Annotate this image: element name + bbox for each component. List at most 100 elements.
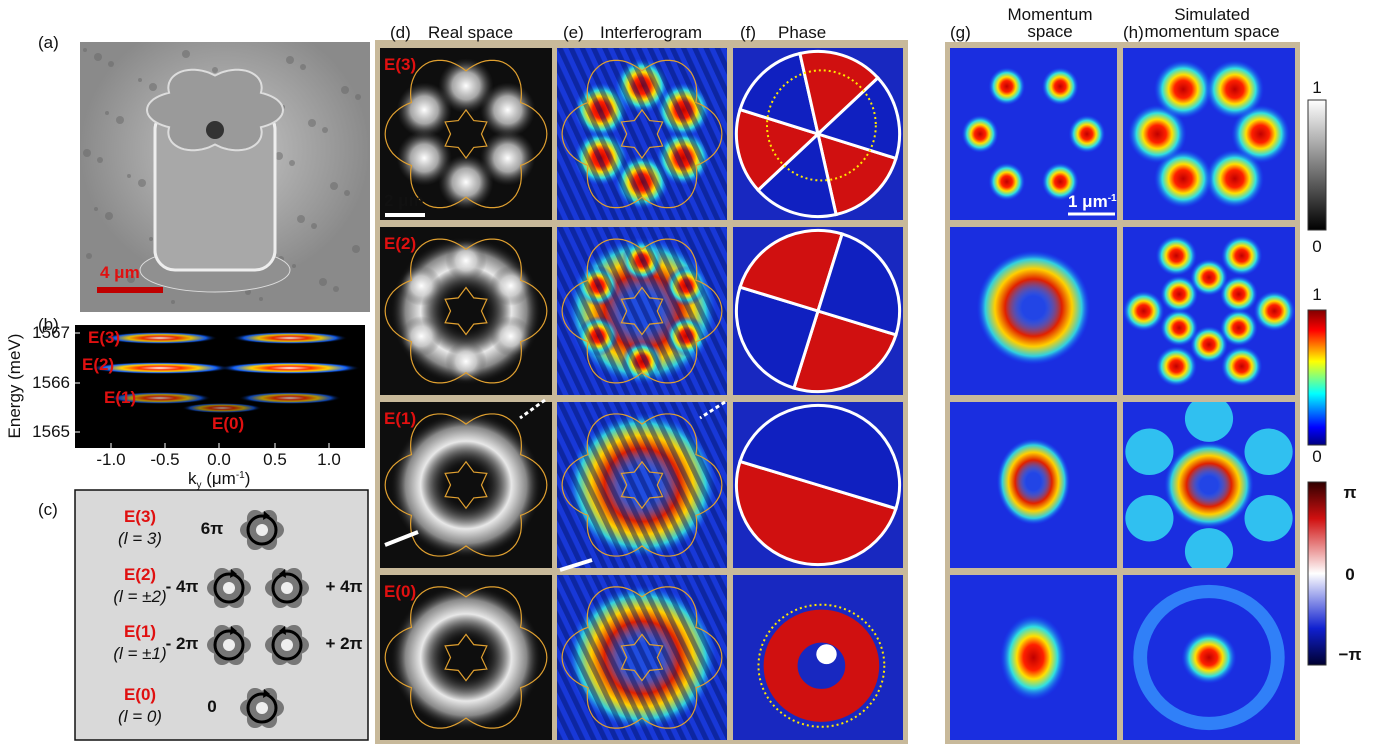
band xyxy=(182,403,262,413)
sem-speck xyxy=(308,119,316,127)
icon-arrow xyxy=(263,689,270,698)
intensity-blob xyxy=(445,341,487,382)
sem-speck xyxy=(127,275,135,283)
hole-outline xyxy=(621,462,662,508)
charge-label: (l = 0) xyxy=(118,707,162,726)
hole-outline xyxy=(621,287,662,334)
mode-label: E(0) xyxy=(212,414,244,433)
phase-wedge xyxy=(740,405,900,508)
intensity-blob xyxy=(1219,309,1258,347)
image-cell xyxy=(380,227,552,395)
sem-speck xyxy=(116,116,124,124)
intensity-blob xyxy=(1153,149,1213,208)
image-cell xyxy=(1123,402,1295,568)
colorbar xyxy=(1307,309,1327,446)
intensity-blob xyxy=(1253,290,1295,332)
column-title: Simulated xyxy=(1174,5,1250,24)
band xyxy=(108,392,212,404)
intensity-blob xyxy=(400,316,442,357)
intensity-blob xyxy=(1244,428,1293,476)
phase-core xyxy=(816,644,837,665)
sem-speck xyxy=(97,157,103,163)
intensity-ring xyxy=(996,438,1071,525)
topological-charge: + 4π xyxy=(325,577,362,596)
phase-ring xyxy=(763,609,880,722)
image-cell xyxy=(950,575,1117,740)
x-axis-label: ky (μm-1) xyxy=(188,469,250,491)
colorbar-label: 1 xyxy=(1312,78,1321,97)
sem-speck xyxy=(149,83,157,91)
y-tick-label: 1567 xyxy=(32,323,70,342)
topological-charge: 0 xyxy=(207,697,216,716)
intensity-blob xyxy=(1160,309,1199,347)
intensity-blob xyxy=(490,316,532,357)
arrow xyxy=(559,558,593,572)
pillar-outline xyxy=(562,60,722,207)
x-tick-label: 0.0 xyxy=(207,450,231,469)
column-title: Interferogram xyxy=(600,23,702,42)
intensity-blob xyxy=(1041,67,1079,106)
intensity-blob xyxy=(480,82,536,138)
intensity-blob xyxy=(1219,275,1258,313)
image-cell xyxy=(1123,575,1295,740)
charge-label: (l = ±2) xyxy=(113,587,166,606)
pillar-outline xyxy=(385,239,547,383)
panel-label: (e) xyxy=(563,23,584,42)
image-cell xyxy=(557,227,727,395)
image-cell xyxy=(950,48,1117,220)
phase-wedge xyxy=(740,230,842,311)
intensity-blob xyxy=(438,154,494,210)
hole-outline xyxy=(621,634,662,680)
topological-charge: + 2π xyxy=(325,634,362,653)
intensity-blob xyxy=(1155,235,1197,276)
hole-outline xyxy=(445,110,487,158)
hole-outline xyxy=(445,634,487,680)
mode-label: E(3) xyxy=(88,328,120,347)
phase-wedge xyxy=(818,134,896,215)
spectrum xyxy=(75,325,365,448)
icon-arrow xyxy=(230,626,237,635)
icon-arrow xyxy=(279,626,286,635)
image-cell xyxy=(950,402,1117,568)
intensity-blob xyxy=(1155,346,1197,387)
guide-circle xyxy=(759,605,885,727)
pillar-top xyxy=(145,68,285,152)
icon-vortex xyxy=(271,572,303,604)
band xyxy=(89,362,231,374)
unit: (μm xyxy=(202,469,236,488)
y-tick-label: 1565 xyxy=(32,422,70,441)
panel-label: (d) xyxy=(390,23,411,42)
intensity-blob xyxy=(1153,60,1213,119)
sem-speck xyxy=(352,245,360,253)
sem-speck xyxy=(333,286,339,292)
intensity-blob xyxy=(1125,428,1174,476)
intensity-ring xyxy=(976,250,1091,365)
sem-speck xyxy=(286,56,294,64)
hole-outline xyxy=(445,287,487,334)
column-title: Real space xyxy=(428,23,513,42)
band xyxy=(219,362,361,374)
colorbar-label: 0 xyxy=(1312,447,1321,466)
image-cell xyxy=(557,575,727,740)
intensity-ring xyxy=(390,584,542,731)
intensity-blob xyxy=(1184,528,1234,568)
phase-wedge xyxy=(818,234,900,335)
arrow xyxy=(384,530,419,547)
icon-arrow xyxy=(279,569,286,578)
sem-speck xyxy=(105,212,113,220)
sem-speck xyxy=(105,111,109,115)
icon-center xyxy=(256,702,268,714)
icon-center xyxy=(281,639,293,651)
mode-label: E(3) xyxy=(124,507,156,526)
icon-vortex xyxy=(213,572,245,604)
phase-wedge xyxy=(736,287,818,388)
phase-wedge xyxy=(800,51,878,134)
sem-speck xyxy=(344,190,350,196)
sem-speck xyxy=(116,270,120,274)
colorbar xyxy=(1307,99,1327,231)
phase-wedge xyxy=(794,311,896,392)
topological-charge: - 4π xyxy=(166,577,199,596)
mode-label: E(0) xyxy=(384,582,416,601)
icon-vortex xyxy=(271,629,303,661)
